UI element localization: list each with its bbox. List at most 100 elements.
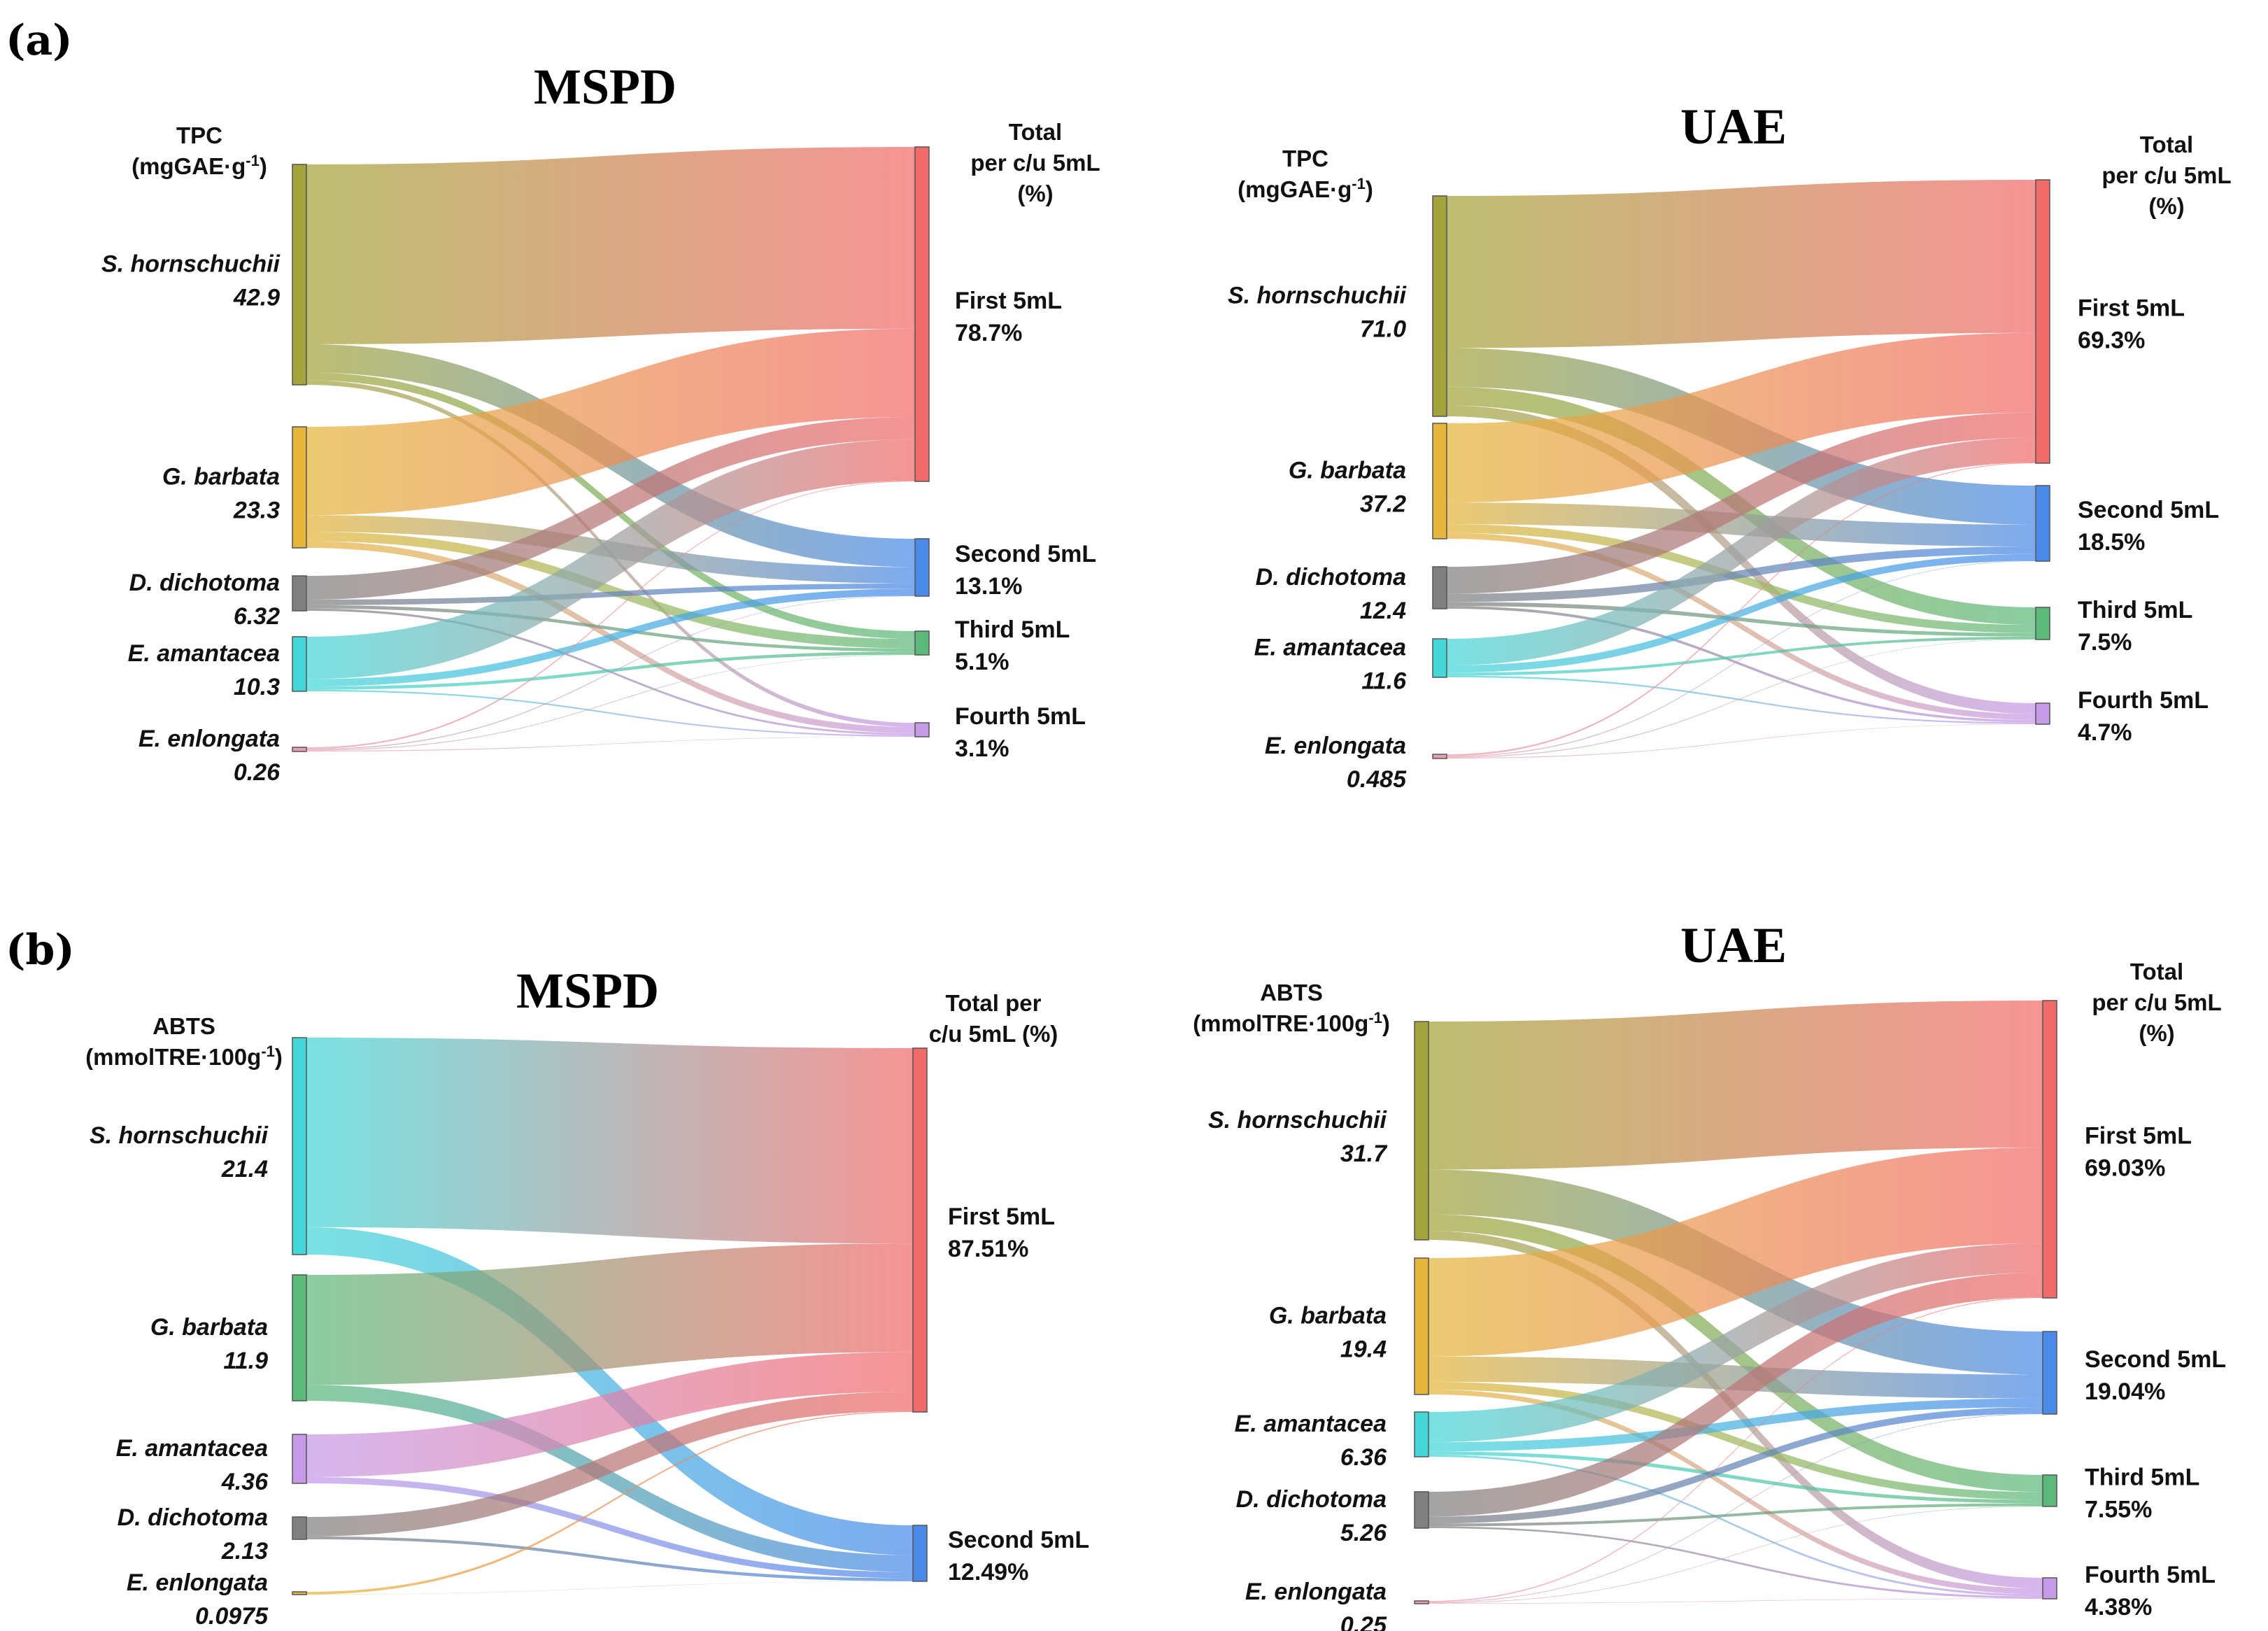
chart-title: UAE (1680, 99, 1787, 155)
flow-e-enlongata-to-first-5ml (306, 1411, 913, 1595)
sankey-chart-4: UAE ABTS (mmolTRE·100g-1) Total per c/u 5mL (… (1193, 917, 2226, 1631)
panel-label-b: (b) (6, 926, 75, 975)
source-value-d-dichotoma: 6.32 (234, 603, 280, 630)
source-node-g-barbata (1414, 1257, 1429, 1395)
target-label-fourth-5ml: Fourth 5mL (2085, 1562, 2216, 1588)
target-label-first-5ml: First 5mL (948, 1203, 1055, 1230)
right-header-line: per c/u 5mL (2102, 162, 2231, 188)
source-label-e-enlongata: E. enlongata (1265, 733, 1406, 759)
flow-e-enlongata-to-fourth-5ml (1429, 1598, 2043, 1604)
flow-g-barbata-to-second-5ml (306, 1385, 913, 1572)
flow-e-amantacea-to-first-5ml (306, 439, 915, 679)
source-value-e-enlongata: 0.26 (234, 759, 281, 786)
flow-s-hornschuchii-to-first-5ml (1447, 180, 2036, 348)
left-header-line: (mgGAE·g-1) (132, 152, 267, 180)
target-value-third-5ml: 5.1% (955, 649, 1009, 675)
target-label-fourth-5ml: Fourth 5mL (955, 703, 1086, 730)
source-value-e-amantacea: 10.3 (234, 674, 280, 700)
right-header-line: Total (1009, 119, 1062, 145)
flow-e-enlongata-to-second-5ml (1429, 1413, 2043, 1603)
chart-title: MSPD (516, 963, 659, 1019)
chart-title: MSPD (534, 59, 676, 115)
left-header-line: (mmolTRE·100g-1) (85, 1043, 283, 1071)
source-value-s-hornschuchii: 31.7 (1340, 1141, 1388, 1167)
target-label-fourth-5ml: Fourth 5mL (2078, 687, 2209, 714)
flow-e-enlongata-to-fourth-5ml (306, 736, 915, 751)
source-node-g-barbata (292, 1274, 307, 1401)
flow-e-enlongata-to-fourth-5ml (1447, 723, 2036, 758)
left-header-line: ABTS (1260, 980, 1323, 1005)
flow-d-dichotoma-to-first-5ml (306, 416, 915, 600)
flow-e-enlongata-to-third-5ml (306, 654, 915, 751)
source-node-s-hornschuchii (1432, 195, 1447, 417)
source-label-g-barbata: G. barbata (1269, 1303, 1387, 1329)
target-node-first-5ml (912, 1047, 928, 1413)
right-header-line: c/u 5mL (%) (929, 1021, 1058, 1047)
panel-label-a: (a) (6, 16, 73, 65)
left-header-line: (mmolTRE·100g-1) (1193, 1009, 1390, 1037)
flow-s-hornschuchii-to-fourth-5ml (1429, 1231, 2043, 1589)
flow-e-enlongata-to-second-5ml (306, 1581, 913, 1595)
flow-g-barbata-to-first-5ml (306, 328, 915, 516)
right-header-line: per c/u 5mL (970, 150, 1100, 176)
flow-e-amantacea-to-first-5ml (1447, 437, 2036, 665)
flow-e-amantacea-to-fourth-5ml (1429, 1455, 2043, 1597)
source-label-g-barbata: G. barbata (1289, 458, 1406, 484)
flow-e-amantacea-to-second-5ml (306, 1477, 913, 1579)
target-value-second-5ml: 18.5% (2078, 529, 2145, 556)
target-node-third-5ml (2035, 607, 2050, 640)
flow-e-amantacea-to-first-5ml (306, 1352, 913, 1478)
source-value-s-hornschuchii: 21.4 (221, 1156, 268, 1182)
right-header-line: Total per (946, 990, 1042, 1016)
right-header-line: (%) (1017, 181, 1053, 206)
flow-g-barbata-to-first-5ml (1447, 332, 2036, 503)
left-header-line: TPC (1282, 146, 1328, 171)
target-node-second-5ml (912, 1525, 928, 1582)
target-node-first-5ml (2042, 1000, 2057, 1299)
target-label-first-5ml: First 5mL (955, 288, 1062, 314)
source-node-e-amantacea (292, 636, 307, 692)
source-value-g-barbata: 23.3 (233, 497, 280, 524)
source-label-e-enlongata: E. enlongata (127, 1569, 268, 1596)
right-header-line: Total (2140, 132, 2193, 157)
source-label-g-barbata: G. barbata (162, 464, 280, 490)
source-value-e-enlongata: 0.25 (1340, 1612, 1387, 1631)
right-header-line: per c/u 5mL (2092, 989, 2221, 1015)
target-label-third-5ml: Third 5mL (2078, 597, 2192, 623)
flow-layer (306, 147, 915, 751)
target-value-second-5ml: 12.49% (948, 1559, 1028, 1586)
source-node-d-dichotoma (292, 1516, 307, 1540)
flow-e-amantacea-to-third-5ml (1447, 636, 2036, 676)
chart-title: UAE (1680, 917, 1787, 973)
target-node-third-5ml (914, 630, 930, 656)
source-label-e-amantacea: E. amantacea (1235, 1411, 1387, 1437)
source-node-e-enlongata (1414, 1600, 1429, 1604)
flow-g-barbata-to-fourth-5ml (1429, 1389, 2043, 1595)
source-value-g-barbata: 37.2 (1360, 491, 1406, 518)
source-value-g-barbata: 11.9 (223, 1348, 268, 1374)
source-node-e-enlongata (292, 747, 307, 752)
target-value-fourth-5ml: 4.38% (2085, 1594, 2152, 1621)
right-header-line: Total (2130, 959, 2183, 984)
flow-e-amantacea-to-fourth-5ml (1447, 675, 2036, 724)
source-value-e-enlongata: 0.485 (1347, 766, 1407, 793)
source-label-e-amantacea: E. amantacea (128, 640, 280, 667)
target-value-third-5ml: 7.55% (2085, 1497, 2152, 1523)
target-node-first-5ml (914, 146, 930, 482)
flow-g-barbata-to-first-5ml (306, 1243, 913, 1385)
source-node-s-hornschuchii (292, 1037, 307, 1255)
flow-layer (1447, 180, 2036, 758)
flow-g-barbata-to-third-5ml (306, 531, 915, 649)
source-node-d-dichotoma (292, 575, 307, 612)
flow-e-amantacea-to-fourth-5ml (306, 689, 915, 737)
source-label-s-hornschuchii: S. hornschuchii (90, 1122, 269, 1149)
target-label-second-5ml: Second 5mL (2085, 1346, 2226, 1373)
flow-d-dichotoma-to-third-5ml (306, 605, 915, 652)
source-label-e-amantacea: E. amantacea (1254, 635, 1406, 661)
target-label-second-5ml: Second 5mL (955, 541, 1096, 567)
flow-e-enlongata-to-third-5ml (1429, 1506, 2043, 1604)
source-node-s-hornschuchii (292, 164, 307, 386)
source-node-g-barbata (1432, 423, 1447, 539)
flow-d-dichotoma-to-third-5ml (1447, 602, 2036, 637)
target-value-second-5ml: 13.1% (955, 573, 1022, 600)
